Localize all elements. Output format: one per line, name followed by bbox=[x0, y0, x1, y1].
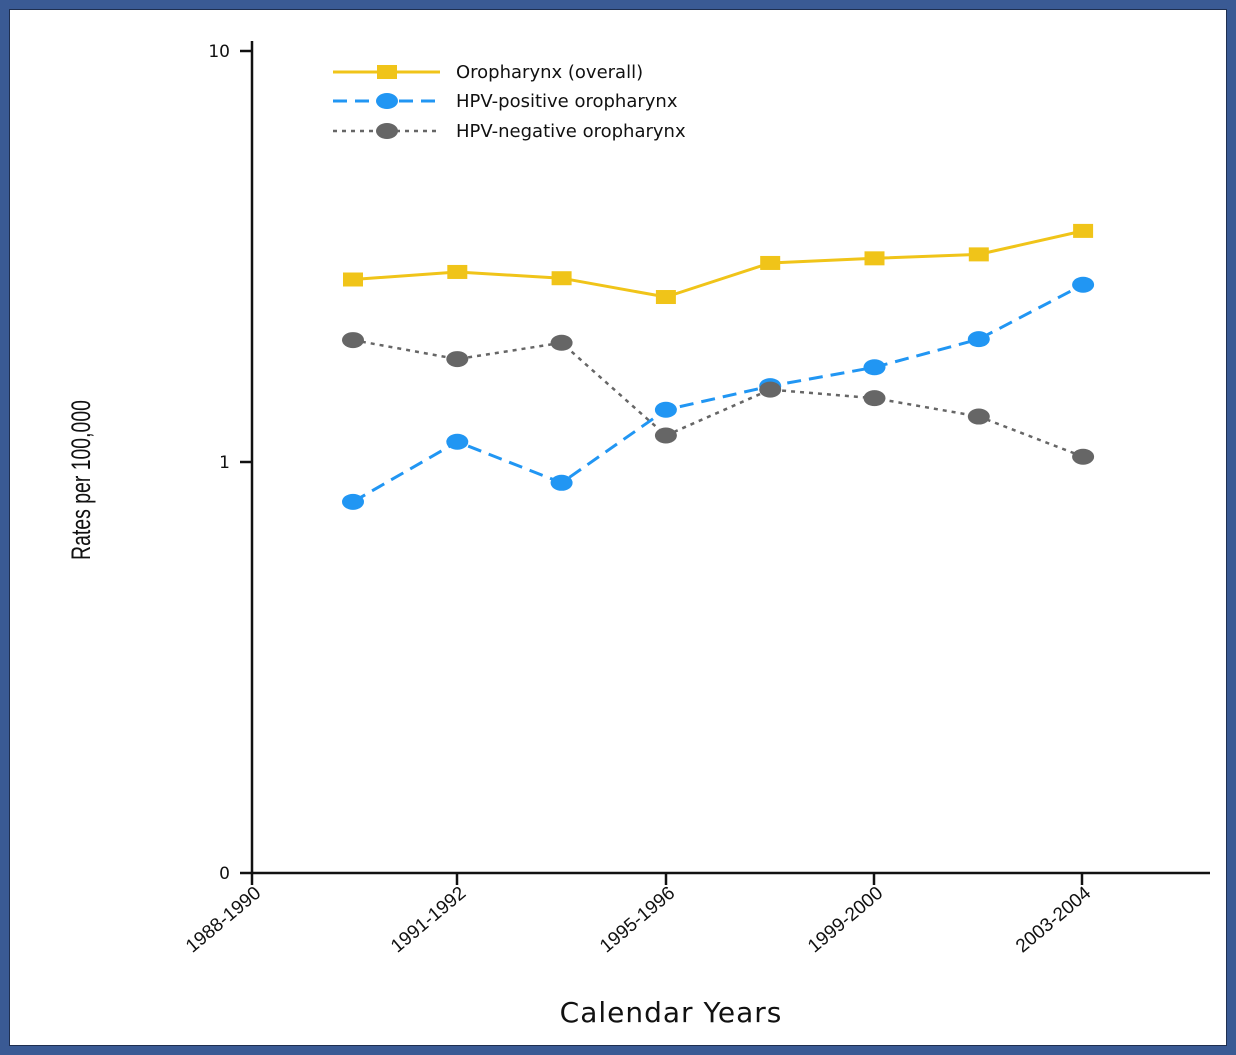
y-axis-label: Rates per 100,000 bbox=[66, 400, 96, 560]
legend-marker bbox=[376, 93, 398, 109]
legend-label: HPV-positive oropharynx bbox=[456, 91, 678, 112]
data-point bbox=[863, 390, 886, 407]
data-point bbox=[655, 290, 676, 305]
x-tick-label: 1999-2000 bbox=[804, 883, 887, 958]
y-tick-label: 10 bbox=[208, 42, 230, 62]
series-2 bbox=[342, 332, 1095, 465]
data-point bbox=[550, 334, 573, 351]
legend-label: Oropharynx (overall) bbox=[456, 62, 643, 83]
data-point bbox=[446, 351, 469, 368]
data-point bbox=[968, 247, 989, 262]
data-point bbox=[864, 251, 885, 266]
series-1 bbox=[342, 276, 1095, 510]
x-tick-label: 1991-1992 bbox=[387, 883, 470, 958]
y-tick-label: 1 bbox=[219, 453, 230, 473]
series-line bbox=[352, 229, 1084, 299]
data-point bbox=[1072, 276, 1095, 293]
data-point bbox=[967, 331, 990, 348]
data-point bbox=[550, 474, 573, 491]
legend: Oropharynx (overall) HPV-positive orophar… bbox=[333, 62, 686, 142]
data-point bbox=[342, 493, 364, 510]
x-tick-label: 2003-2004 bbox=[1012, 882, 1095, 957]
data-point bbox=[342, 332, 364, 349]
data-point bbox=[654, 401, 677, 418]
data-point bbox=[343, 272, 363, 287]
data-point bbox=[1073, 223, 1094, 238]
legend-item: Oropharynx (overall) bbox=[333, 62, 643, 83]
axes bbox=[250, 41, 1210, 875]
y-tick-label: 0 bbox=[219, 864, 230, 884]
legend-item: HPV-negative oropharynx bbox=[333, 121, 686, 142]
x-tick-label: 1995-1996 bbox=[596, 883, 679, 958]
legend-label: HPV-negative oropharynx bbox=[456, 121, 686, 142]
x-tick-label: 1988-1990 bbox=[182, 883, 265, 958]
legend-marker bbox=[376, 123, 398, 139]
series-group bbox=[342, 223, 1095, 510]
data-point bbox=[759, 381, 782, 398]
legend-marker bbox=[377, 65, 397, 79]
data-point bbox=[654, 427, 677, 444]
data-point bbox=[447, 264, 468, 279]
data-point bbox=[967, 408, 990, 425]
series-line bbox=[352, 338, 1084, 458]
x-ticks: 1988-1990 1991-1992 1995-1996 1999-2000 2003… bbox=[182, 873, 1096, 958]
series-0 bbox=[343, 223, 1094, 305]
data-point bbox=[446, 433, 469, 450]
series-line bbox=[352, 283, 1084, 504]
x-axis-label: Calendar Years bbox=[560, 996, 783, 1029]
data-point bbox=[551, 271, 572, 286]
data-point bbox=[1072, 448, 1095, 465]
legend-item: HPV-positive oropharynx bbox=[333, 91, 678, 112]
data-point bbox=[863, 359, 886, 376]
data-point bbox=[760, 255, 781, 270]
